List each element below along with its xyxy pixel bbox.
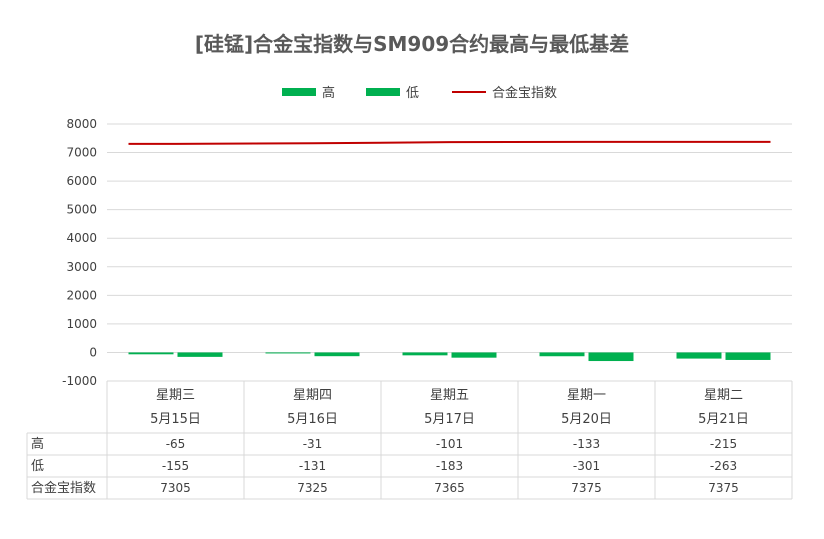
table-row-header: 高 [31,436,44,452]
y-tick-label: 7000 [66,146,97,160]
table-cell: -183 [436,459,463,473]
legend-label-index: 合金宝指数 [492,86,558,101]
bar-high [402,352,448,356]
table-cell: 7325 [297,481,328,495]
table-cell: -31 [303,437,323,451]
series-line-index [128,140,771,145]
x-category-weekday: 星期三 [156,388,195,403]
legend-swatch-low [366,87,400,96]
legend-swatch-index [452,90,486,93]
legend-swatch-high [282,87,316,96]
table-cell: 7375 [571,481,602,495]
bar-low [451,352,497,358]
table-cell: 7365 [434,481,465,495]
legend-item-low: 低 [366,82,419,101]
y-tick-label: -1000 [62,374,97,388]
table-row-header: 低 [31,459,44,474]
table-cell: -301 [573,459,600,473]
x-category-date: 5月17日 [424,412,475,427]
legend-label-low: 低 [406,86,420,101]
table-cell: -215 [710,437,737,451]
y-tick-label: 4000 [66,231,97,245]
x-category-weekday: 星期一 [567,388,606,403]
bar-high [539,352,585,357]
bar-low [588,352,634,362]
table-cell: -101 [436,437,463,451]
legend-item-index: 合金宝指数 [452,82,557,101]
table-cell: -133 [573,437,600,451]
y-tick-label: 3000 [66,260,97,274]
table-cell: -65 [166,437,186,451]
table-cell: 7375 [708,481,739,495]
x-category-weekday: 星期四 [293,388,332,403]
x-category-date: 5月21日 [698,412,749,427]
x-category-weekday: 星期二 [704,388,743,403]
table-cell: -155 [162,459,189,473]
bar-low [177,352,223,357]
bar-low [314,352,360,357]
y-tick-label: 6000 [66,174,97,188]
y-tick-label: 1000 [66,317,97,331]
table-cell: 7305 [160,481,191,495]
x-category-date: 5月15日 [150,412,201,427]
y-tick-label: 2000 [66,288,97,302]
table-cell: -263 [710,459,737,473]
table-row-header: 合金宝指数 [31,480,96,496]
bar-high [128,352,174,355]
bar-high [265,352,311,354]
y-tick-label: 8000 [66,117,97,131]
table-cell: -131 [299,459,326,473]
chart-title: [硅锰]合金宝指数与SM909合约最高与最低基差 [194,32,630,56]
legend-item-high: 高 [282,82,335,101]
x-category-date: 5月16日 [287,412,338,427]
bar-high [676,352,722,359]
legend-label-high: 高 [322,86,336,101]
x-category-date: 5月20日 [561,412,612,427]
y-tick-label: 5000 [66,203,97,217]
y-tick-label: 0 [89,345,97,359]
bar-low [725,352,771,360]
x-category-weekday: 星期五 [430,388,469,403]
